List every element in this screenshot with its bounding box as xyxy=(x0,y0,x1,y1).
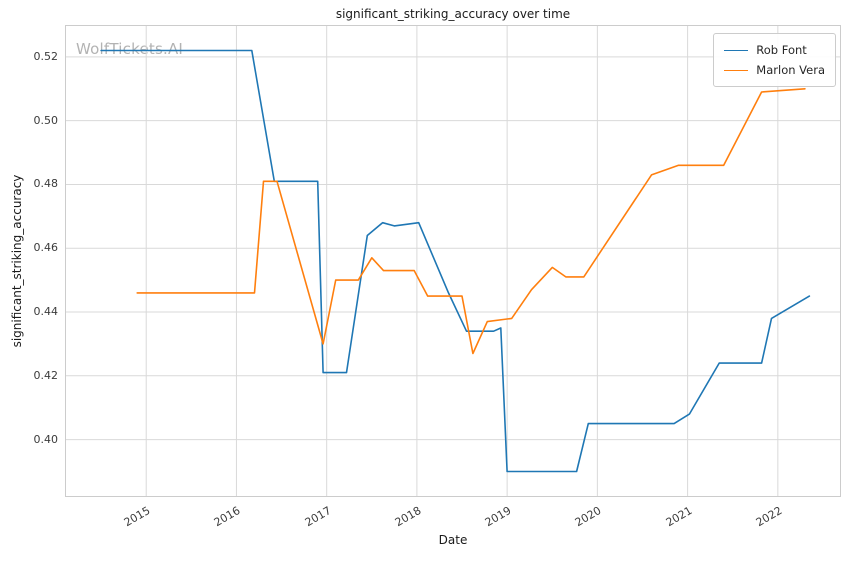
legend-line-swatch xyxy=(724,69,749,71)
y-tick-label: 0.48 xyxy=(33,177,59,191)
y-tick-label: 0.40 xyxy=(33,432,59,446)
series-line-rob-font xyxy=(100,49,811,473)
y-tick-label: 0.50 xyxy=(33,113,59,127)
plot-canvas xyxy=(65,25,841,497)
y-axis-label: significant_striking_accuracy xyxy=(10,174,24,348)
series-line-marlon-vera xyxy=(136,87,806,355)
legend-item-marlon-vera: Marlon Vera xyxy=(724,60,825,80)
y-tick-label: 0.44 xyxy=(33,305,59,319)
x-axis-label: Date xyxy=(438,533,468,547)
chart-title: significant_striking_accuracy over time xyxy=(335,7,571,21)
plot-area xyxy=(65,25,841,497)
legend-label: Rob Font xyxy=(756,43,807,57)
legend-label: Marlon Vera xyxy=(756,63,825,77)
y-tick-label: 0.42 xyxy=(33,368,59,382)
legend-line-swatch xyxy=(724,49,749,51)
y-tick-label: 0.52 xyxy=(33,49,59,63)
y-tick-label: 0.46 xyxy=(33,241,59,255)
legend-item-rob-font: Rob Font xyxy=(724,40,825,60)
plot-border xyxy=(65,25,841,497)
legend-items: Rob Font Marlon Vera xyxy=(724,40,825,80)
watermark: WolfTickets.AI xyxy=(76,40,184,58)
legend: Rob Font Marlon Vera xyxy=(713,33,836,87)
